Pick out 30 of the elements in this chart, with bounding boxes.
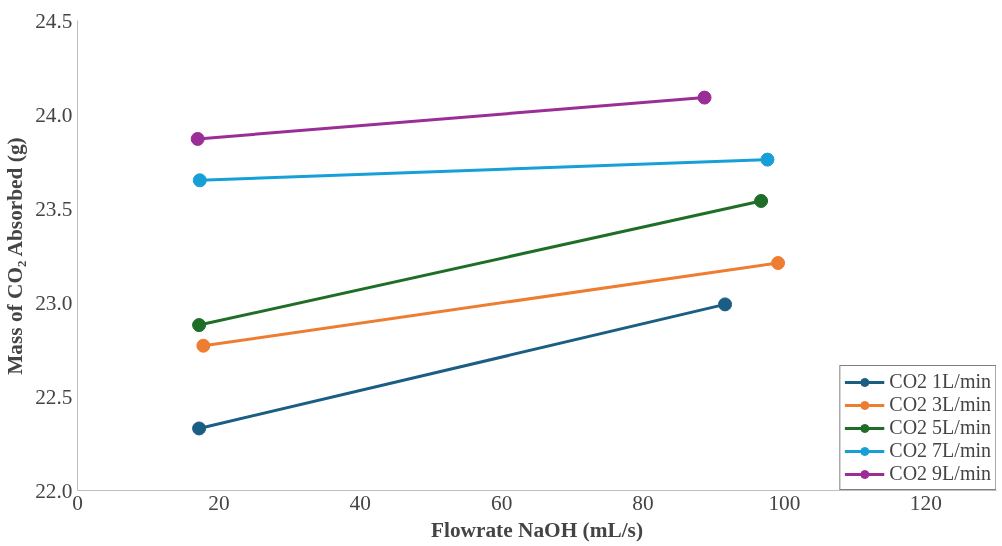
- point: [718, 297, 733, 312]
- y-tick-label: 22.5: [35, 384, 73, 409]
- y-tick-label: 23.5: [35, 196, 73, 221]
- x-tick-label: 80: [632, 490, 654, 515]
- legend-label: CO2 5L/min: [889, 416, 991, 439]
- x-tick-label: 40: [349, 490, 371, 515]
- y-tick-label: 24.0: [35, 102, 73, 127]
- legend-label: CO2 7L/min: [889, 439, 991, 462]
- x-tick-label: 60: [490, 490, 513, 515]
- x-axis-title: Flowrate NaOH (mL/s): [430, 517, 644, 542]
- legend-label: CO2 9L/min: [889, 462, 991, 485]
- point: [754, 193, 769, 208]
- x-tick-label: 20: [208, 490, 230, 515]
- point: [192, 173, 207, 188]
- x-tick-label: 100: [768, 490, 801, 515]
- point: [760, 152, 775, 167]
- point: [192, 318, 207, 333]
- point: [196, 338, 211, 353]
- point: [771, 256, 786, 271]
- y-tick-label: 24.5: [35, 8, 73, 33]
- point: [697, 90, 712, 105]
- point: [192, 421, 207, 436]
- legend-label: CO2 3L/min: [889, 393, 991, 416]
- y-tick-label: 23.0: [35, 290, 73, 315]
- point: [190, 131, 205, 146]
- y-tick-label: 22.0: [35, 478, 73, 503]
- legend-label: CO2 1L/min: [889, 370, 991, 393]
- x-tick-label: 0: [72, 490, 83, 515]
- y-axis-title: Mass of CO₂ Absorbed (g): [3, 137, 28, 375]
- x-tick-label: 120: [909, 490, 942, 515]
